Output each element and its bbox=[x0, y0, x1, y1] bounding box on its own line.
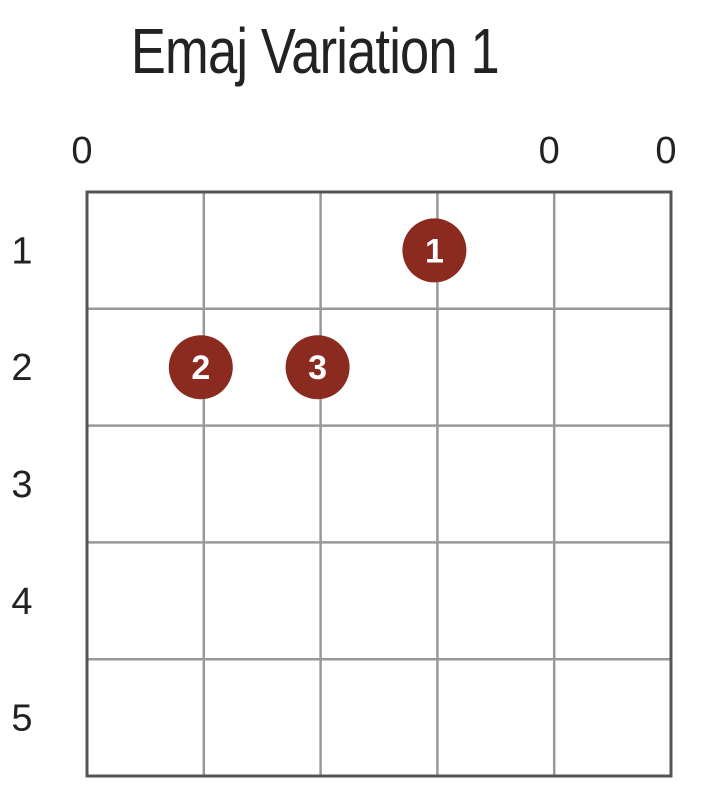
open-string-marker: 0 bbox=[655, 130, 676, 172]
finger-dot: 3 bbox=[285, 335, 350, 400]
finger-dot: 1 bbox=[402, 218, 467, 283]
finger-number-label: 1 bbox=[425, 232, 444, 270]
fret-number-label: 2 bbox=[11, 347, 32, 389]
finger-dot: 2 bbox=[168, 335, 233, 400]
finger-dot-circle bbox=[168, 335, 233, 400]
fret-number-label: 5 bbox=[11, 698, 32, 740]
chord-title: Emaj Variation 1 bbox=[130, 15, 500, 87]
fretboard-border bbox=[85, 190, 673, 778]
open-string-marker: 0 bbox=[539, 130, 560, 172]
finger-dot-circle bbox=[285, 335, 350, 400]
fret-number-label: 4 bbox=[11, 581, 32, 623]
finger-number-label: 3 bbox=[308, 349, 327, 387]
open-string-marker: 0 bbox=[71, 130, 92, 172]
fret-number-label: 1 bbox=[11, 230, 32, 272]
finger-dot-circle bbox=[402, 218, 467, 283]
finger-number-label: 2 bbox=[191, 349, 210, 387]
fret-number-label: 3 bbox=[11, 464, 32, 506]
